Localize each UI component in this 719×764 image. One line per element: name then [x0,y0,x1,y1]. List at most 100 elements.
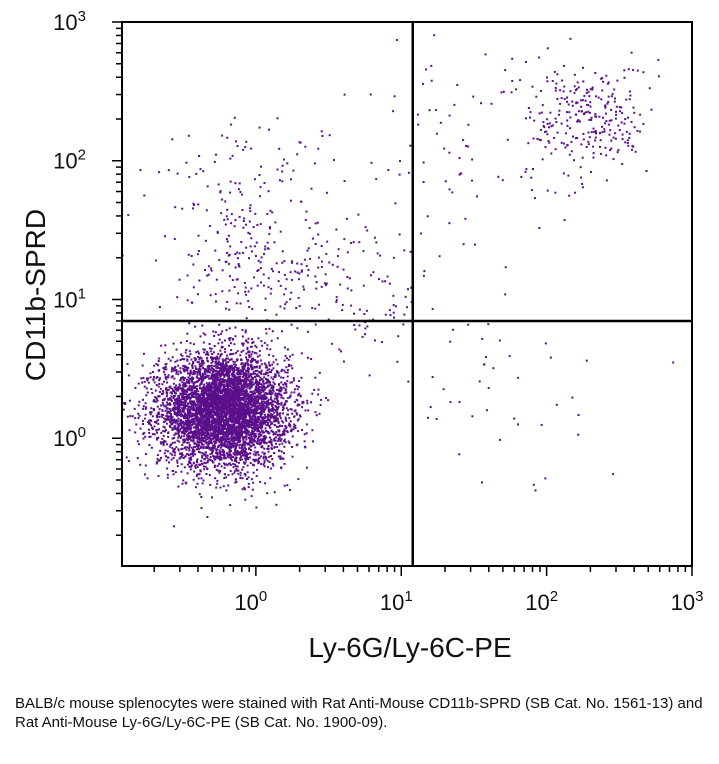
event-dot [284,371,287,374]
event-dot [234,376,237,379]
event-dot [232,352,235,355]
event-dot [258,383,261,386]
event-dot [265,365,268,368]
event-dot [234,387,236,390]
event-dot [180,413,183,415]
event-dot [180,455,183,458]
event-dot [175,348,178,351]
event-dot [237,472,240,475]
event-dot [190,431,193,434]
event-dot [260,396,263,399]
event-dot [241,427,244,430]
event-dot [199,451,202,454]
event-dot [283,392,286,395]
event-dot [243,423,246,426]
event-dot [188,396,191,398]
event-dot [240,420,243,423]
event-dot [200,459,203,462]
event-dot [153,375,155,378]
event-dot [235,414,238,417]
event-dot [180,407,183,410]
event-dot [188,460,190,463]
event-dot [168,412,171,415]
event-dot [201,439,204,442]
event-dot [267,403,270,406]
event-dot [184,423,187,426]
event-dot [236,376,239,379]
event-dot [244,331,247,334]
event-dot [157,360,160,362]
event-dot [137,443,140,446]
event-dot [166,392,169,395]
event-dot [224,438,227,441]
event-dot [232,375,235,378]
event-dot [276,414,279,417]
event-dot [284,441,287,444]
event-dot [238,446,241,449]
event-dot [156,405,159,408]
event-dot [215,448,218,451]
event-dot [202,396,204,399]
event-dot [283,438,286,441]
event-dot [146,391,149,394]
event-dot [204,376,207,379]
event-dot [207,459,210,462]
event-dot [261,388,264,391]
event-dot [236,437,239,440]
event-dot [184,366,186,369]
event-dot [183,412,186,415]
event-dot [283,428,286,431]
event-dot [289,424,292,426]
event-dot [257,433,260,436]
event-dot [287,413,290,416]
event-dot [283,445,286,448]
event-dot [244,498,247,501]
event-dot [190,372,192,375]
event-dot [199,469,202,472]
event-dot [276,425,279,428]
event-dot [251,463,254,466]
event-dot [261,451,264,454]
event-dot [224,463,226,466]
event-dot [223,473,226,476]
event-dot [216,437,219,440]
event-dot [193,387,196,390]
event-dot [194,465,197,468]
event-dot [276,397,278,400]
event-dot [215,427,217,430]
event-dot [256,369,259,372]
event-dot [239,369,242,372]
event-dot [158,408,161,411]
event-dot [156,454,159,457]
event-dot [219,402,222,405]
event-dot [221,366,224,369]
event-dot [200,403,203,406]
event-dot [260,463,263,465]
event-dot [174,420,177,423]
event-dot [232,429,235,431]
event-dot [173,369,176,372]
event-dot [173,451,176,454]
event-dot [210,367,213,369]
event-dot [253,423,256,426]
event-dot [151,426,153,429]
event-dot [198,363,201,366]
event-dot [230,430,233,432]
event-dot [270,369,273,371]
event-dot [181,408,184,411]
event-dot [281,425,284,427]
event-dot [255,410,258,413]
event-dot [217,446,219,449]
event-dot [212,422,215,425]
event-dot [247,363,249,366]
event-dot [256,438,259,441]
event-dot [188,374,191,377]
event-dot [275,369,278,372]
event-dot [215,452,217,455]
event-dot [190,385,193,388]
event-dot [221,380,224,383]
event-dot [258,403,261,406]
event-dot [247,368,250,371]
event-dot [240,397,243,400]
event-dot [286,431,289,434]
